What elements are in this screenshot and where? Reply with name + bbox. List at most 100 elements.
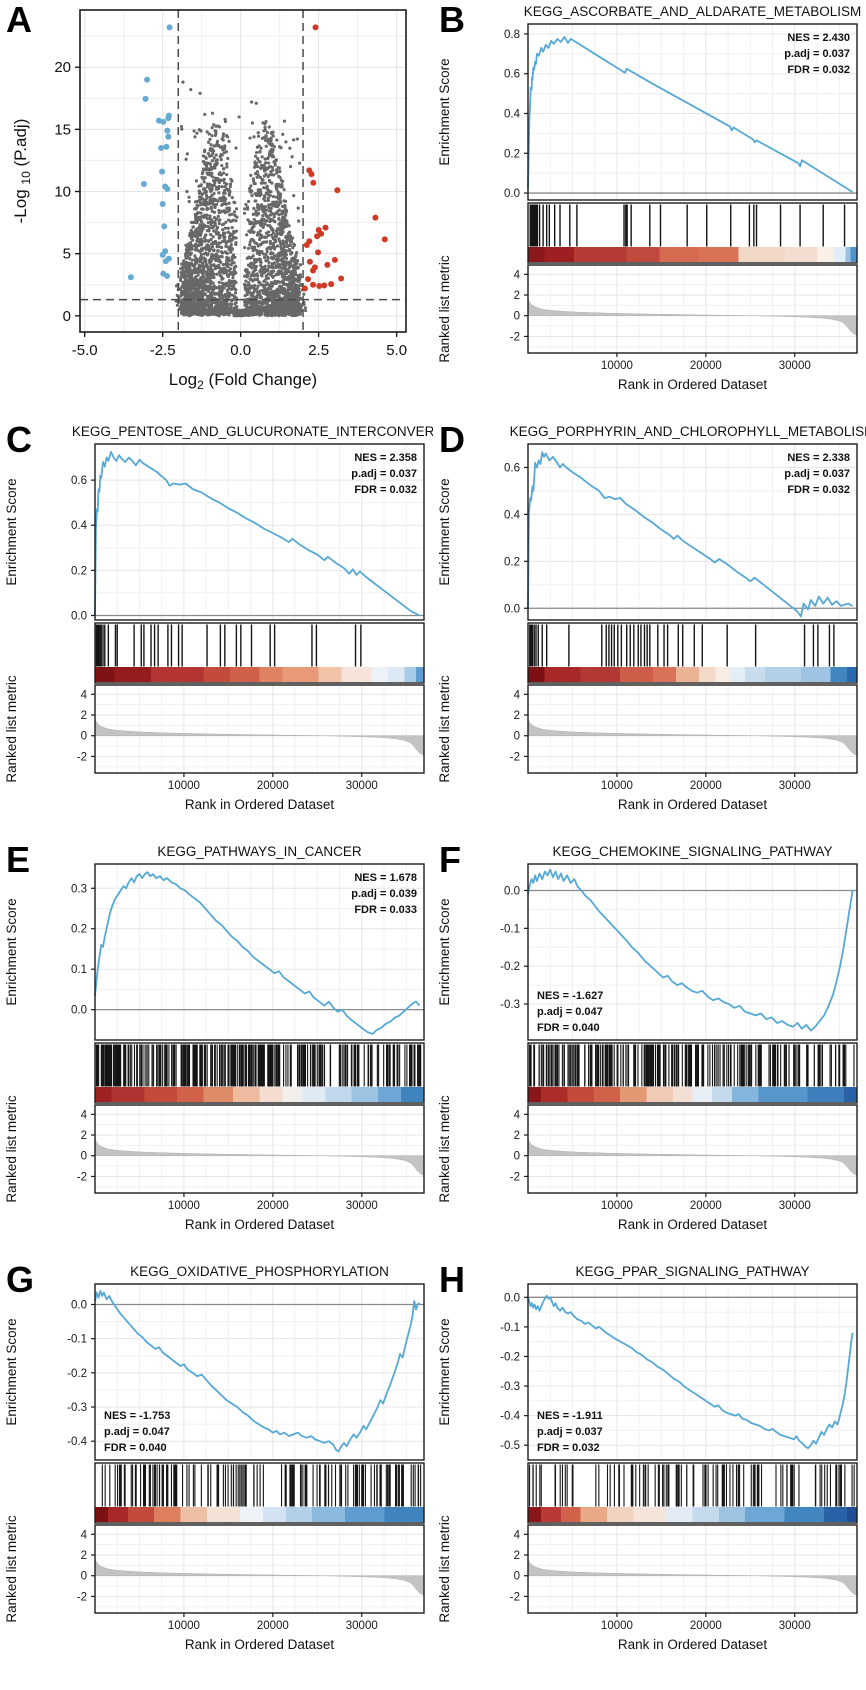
ranked-metric-area [94,718,425,756]
panel-g-gsea: G 0.0 -0.1 -0.2 -0.3 -0.4 4 2 0 -2 10000 20000 3000… [0,1260,433,1690]
es-ytick-label: -0.2 [500,961,520,973]
metric-ytick-label: 2 [81,1130,87,1142]
down-regulated-point [159,168,166,175]
metric-axis-label: Ranked list metric [437,1515,452,1623]
gene-hit-ticks [101,1464,422,1507]
panel-letter-d: D [439,419,465,460]
metric-axis-label: Ranked list metric [437,255,452,363]
metric-ytick-label: 0 [81,1151,87,1163]
volcano-plot: -5.0 -2.5 0.0 2.5 5.0 0 5 10 15 20 Log2 (Fold Chan… [11,9,407,392]
x-axis-label: Rank in Ordered Dataset [618,377,768,392]
stats-line: p.adj = 0.037 [784,48,850,60]
x-axis-label: Rank in Ordered Dataset [618,1637,768,1652]
es-panel-bg [528,444,857,620]
es-ytick-label: -0.2 [67,1368,87,1380]
enrichment-score-curve [94,1289,421,1453]
xtick-label: -5.0 [72,342,98,359]
xtick-label: 30000 [346,1620,378,1632]
panel-border [527,264,858,354]
metric-ytick-label: 2 [514,1550,520,1562]
xtick-label: 20000 [690,360,722,372]
metric-ytick-label: -2 [510,1171,520,1183]
es-ytick-label: 0.4 [504,108,521,120]
plot-bg [80,10,406,332]
metric-panel-bg [95,685,424,773]
panel-border [527,863,858,1041]
down-regulated-point [166,24,173,31]
es-ytick-label: 0.0 [504,885,520,897]
panel-b-gsea: B 0.8 0.6 0.4 0.2 0.0 4 2 0 -2 10000 20000 30000 KEG… [433,0,866,420]
down-regulated-point [158,145,165,151]
panel-border [94,1042,425,1104]
rank-heatbar [528,247,857,262]
up-regulated-point [303,241,310,248]
xtick-label: 20000 [257,1620,289,1632]
xtick-label: 5.0 [386,342,407,359]
up-regulated-point [321,282,328,289]
es-panel-bg [95,864,424,1040]
ns-points [174,80,308,318]
es-ytick-label: -0.1 [500,923,520,935]
rank-heatbar [528,1087,857,1102]
stats-line: FDR = 0.033 [354,904,417,916]
panel-border [94,1104,425,1194]
gsea-title: KEGG_OXIDATIVE_PHOSPHORYLATION [130,1264,389,1279]
gsea-plot-ppar: 0.0 -0.1 -0.2 -0.3 -0.4 -0.5 4 2 0 -2 10000 20000 30… [437,1264,858,1652]
down-regulated-point [164,127,171,134]
gsea-plot-oxphos: 0.0 -0.1 -0.2 -0.3 -0.4 4 2 0 -2 10000 20000 30000 K… [4,1264,425,1652]
down-regulated-point [159,200,166,207]
es-ytick-label: 0.1 [71,964,87,976]
metric-ytick-label: -2 [510,751,520,763]
panel-f-gsea: F 0.0 -0.1 -0.2 -0.3 4 2 0 -2 10000 20000 30000 KEG… [433,840,866,1260]
es-ytick-label: 0.4 [71,520,88,532]
stats-line: p.adj = 0.047 [537,1006,603,1018]
metric-ytick-label: 2 [514,710,520,722]
panel-border [94,443,425,621]
stats-line: NES = -1.627 [537,990,603,1002]
metric-ytick-label: 2 [81,1550,87,1562]
es-axis-label: Enrichment Score [4,1318,19,1425]
metric-ytick-label: 4 [81,1109,88,1121]
xtick-label: 2.5 [308,342,329,359]
stats-line: FDR = 0.040 [537,1022,600,1034]
gsea-plot-pentose: 0.6 0.4 0.2 0.0 4 2 0 -2 10000 20000 30000 KEGG_PEN… [4,424,433,812]
metric-axis-label: Ranked list metric [437,675,452,783]
ytick-label: 10 [54,184,71,201]
metric-ytick-label: 4 [514,1109,521,1121]
down-regulated-point [144,76,151,83]
metric-panel-bg [95,1525,424,1613]
xtick-label: 10000 [168,780,200,792]
stats-line: FDR = 0.032 [354,484,417,496]
es-ytick-label: -0.5 [500,1440,520,1452]
rank-heatbar [95,667,424,682]
es-ytick-label: -0.4 [500,1411,520,1423]
down-regulated-point [165,133,172,140]
rank-heatbar [528,667,857,682]
ytick-label: 5 [63,246,71,263]
panel-d-gsea: D 0.6 0.4 0.2 0.0 4 2 0 -2 10000 20000 30000 KEGG_P… [433,420,866,840]
enrichment-score-curve [94,871,421,1035]
gsea-title: KEGG_ASCORBATE_AND_ALDARATE_METABOLISM [524,4,862,19]
panel-letter-g: G [6,1259,35,1300]
panel-border [94,622,425,684]
metric-axis-label: Ranked list metric [4,1095,19,1203]
es-ytick-label: 0.0 [71,1005,87,1017]
enrichment-score-curve [527,451,853,618]
metric-panel-bg [528,265,857,353]
up-regulated-point [324,261,331,268]
up-regulated-point [322,224,329,231]
xtick-label: 30000 [346,1200,378,1212]
gsea-plot-cancer: 0.3 0.2 0.1 0.0 4 2 0 -2 10000 20000 30000 KEGG_PAT… [4,844,425,1232]
metric-axis-label: Ranked list metric [437,1095,452,1203]
stats-line: p.adj = 0.039 [351,888,417,900]
down-regulated-point [164,273,171,280]
panel-letter-f: F [439,839,461,880]
up-regulated-point [308,171,315,178]
up-regulated-point [372,214,379,221]
metric-axis-label: Ranked list metric [4,1515,19,1623]
down-regulated-point [161,223,168,230]
metric-ytick-label: -2 [77,1171,87,1183]
up-regulated-point [301,285,308,292]
es-axis-label: Enrichment Score [437,898,452,1005]
metric-ytick-label: 4 [81,1529,88,1541]
